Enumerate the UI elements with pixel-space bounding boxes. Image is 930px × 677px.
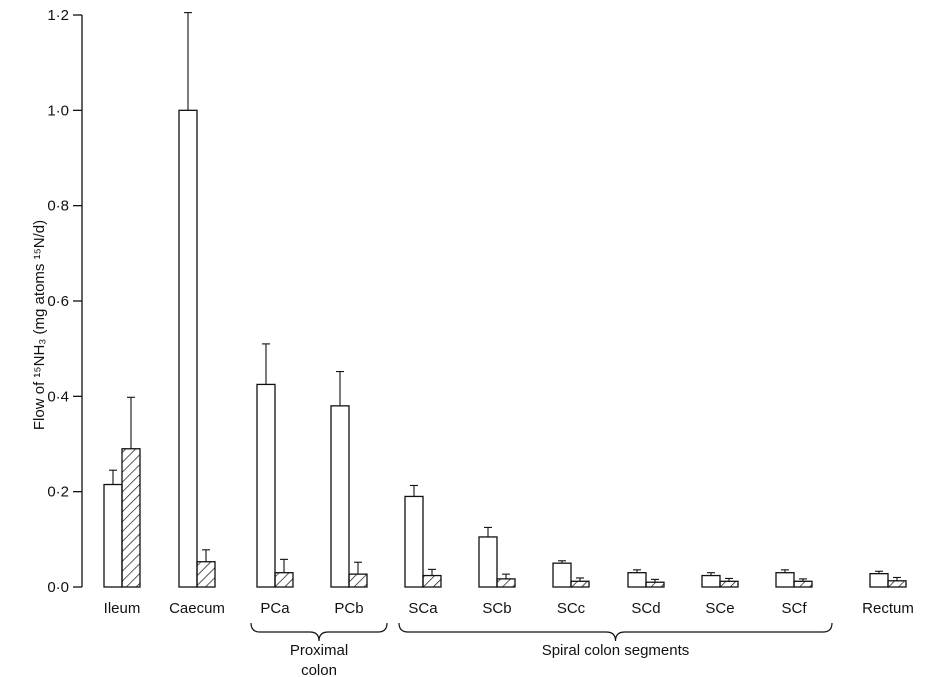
x-tick-label-pca: PCa	[260, 600, 290, 617]
open-bar-scb	[478, 536, 498, 588]
open-bar-scc	[552, 562, 572, 588]
x-tick-label-scb: SCb	[482, 600, 511, 617]
open-bar-scf	[775, 572, 795, 588]
bars	[103, 109, 907, 588]
group-bracket	[398, 622, 833, 642]
hatched-bar-rectum	[887, 580, 907, 588]
hatched-bar-scf	[793, 580, 813, 588]
hatched-bar-sca	[422, 574, 442, 588]
open-bar-sca	[404, 495, 424, 588]
hatched-bar-scc	[570, 580, 590, 588]
error-bars	[109, 12, 901, 583]
y-tick-label: 0·2	[47, 484, 69, 501]
x-tick-label-scf: SCf	[781, 600, 807, 617]
open-bar-caecum	[178, 109, 198, 588]
x-tick-label-caecum: Caecum	[169, 600, 225, 617]
open-bar-pcb	[330, 405, 350, 588]
y-axis-label: Flow of ¹⁵NH₃ (mg atoms ¹⁵N/d)	[31, 220, 48, 430]
group-label: Proximal	[290, 642, 348, 659]
y-tick-label: 0·8	[47, 198, 69, 215]
open-bar-pca	[256, 383, 276, 588]
x-tick-label-scd: SCd	[631, 600, 660, 617]
open-bar-rectum	[869, 573, 889, 588]
x-tick-label-rectum: Rectum	[862, 600, 914, 617]
hatched-bar-scb	[496, 578, 516, 588]
group-label: colon	[301, 662, 337, 677]
x-tick-label-ileum: Ileum	[104, 600, 141, 617]
axes: 0·0 0·2 0·4 0·6 0·8 1·0 1·2	[47, 7, 83, 596]
y-tick-label: 0·6	[47, 293, 69, 310]
x-tick-label-pcb: PCb	[334, 600, 363, 617]
group-label: Spiral colon segments	[542, 642, 690, 659]
open-bar-ileum	[103, 483, 123, 588]
hatched-bar-ileum	[121, 448, 141, 588]
group-bracket	[250, 622, 388, 642]
open-bar-scd	[627, 572, 647, 588]
hatched-bar-pcb	[348, 573, 368, 588]
x-tick-label-sca: SCa	[408, 600, 438, 617]
y-tick-label: 1·2	[47, 7, 69, 24]
hatched-bar-caecum	[196, 561, 216, 588]
hatched-bar-pca	[274, 572, 294, 588]
category-groups: Proximal colon Spiral colon segments	[250, 622, 833, 677]
x-tick-labels: Ileum Caecum PCa PCb SCa SCb SCc SCd SCe SCf Rectu…	[104, 600, 914, 617]
y-tick-label: 1·0	[47, 102, 69, 119]
y-tick-label: 0·4	[47, 388, 69, 405]
y-tick-label: 0·0	[47, 579, 69, 596]
x-tick-label-sce: SCe	[705, 600, 734, 617]
open-bar-sce	[701, 574, 721, 588]
hatched-bar-sce	[719, 580, 739, 588]
hatched-bar-scd	[645, 581, 665, 588]
x-tick-label-scc: SCc	[557, 600, 586, 617]
